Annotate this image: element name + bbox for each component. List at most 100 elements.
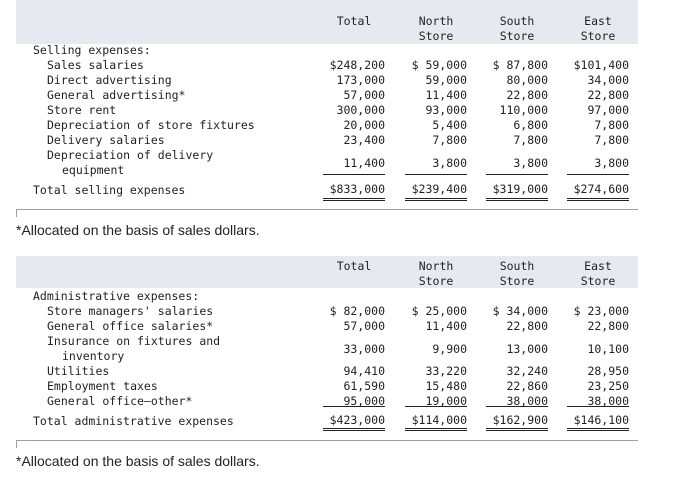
value-cell: $101,400	[573, 58, 629, 72]
total-double-underline	[323, 430, 385, 431]
total-double-underline	[567, 200, 629, 201]
value-cell: 57,000	[343, 319, 385, 333]
value-cell: 11,400	[425, 319, 467, 333]
total-value-cell: $274,600	[573, 182, 629, 196]
total-rule	[567, 174, 629, 175]
value-cell: 34,000	[587, 73, 629, 87]
col-header-line2: Store	[580, 29, 616, 43]
value-cell: 20,000	[343, 118, 385, 132]
section-label: Administrative expenses:	[33, 289, 200, 303]
value-cell: 15,480	[425, 379, 467, 393]
total-double-underline	[567, 198, 629, 199]
administrative-expenses-table: Total North Store South Store East Store…	[16, 256, 638, 448]
value-cell: 9,900	[432, 342, 467, 356]
value-cell: 19,000	[425, 394, 467, 408]
value-cell: 61,590	[343, 379, 385, 393]
total-label: Total administrative expenses	[33, 414, 234, 428]
total-rule	[486, 174, 548, 175]
value-cell: 23,400	[343, 133, 385, 147]
value-cell: 11,400	[425, 88, 467, 102]
row-label-cont: inventory	[62, 349, 125, 363]
value-cell: $ 87,800	[492, 58, 548, 72]
value-cell: 6,800	[513, 118, 548, 132]
value-cell: 33,220	[425, 364, 467, 378]
row-label-cont: equipment	[62, 163, 125, 177]
col-header-line1: East	[584, 14, 612, 28]
value-cell: 7,800	[513, 133, 548, 147]
col-header-east: East Store	[563, 259, 633, 289]
total-value-cell: $146,100	[573, 413, 629, 427]
value-cell: 3,800	[432, 156, 467, 170]
total-double-underline	[405, 430, 467, 431]
total-rule	[323, 406, 385, 407]
total-double-underline	[323, 198, 385, 199]
value-cell: 22,860	[506, 379, 548, 393]
row-label: Store rent	[47, 103, 117, 117]
value-cell: 7,800	[594, 133, 629, 147]
value-cell: 11,400	[343, 156, 385, 170]
value-cell: 95,000	[343, 394, 385, 408]
row-label: General office salaries*	[47, 319, 214, 333]
total-value-cell: $833,000	[329, 182, 385, 196]
value-cell: 33,000	[343, 342, 385, 356]
total-double-underline	[486, 198, 548, 199]
row-label: General office—other*	[47, 394, 193, 408]
value-cell: 59,000	[425, 73, 467, 87]
value-cell: $ 59,000	[411, 58, 467, 72]
value-cell: 173,000	[336, 73, 385, 87]
col-header-line1: South	[499, 259, 535, 273]
col-header-total: Total	[319, 14, 389, 29]
row-label: Utilities	[47, 364, 110, 378]
table-bottom-border	[16, 209, 638, 210]
row-label: Depreciation of delivery	[47, 148, 214, 162]
row-label: Depreciation of store fixtures	[47, 118, 255, 132]
col-header-north: North Store	[401, 14, 471, 44]
value-cell: 7,800	[432, 133, 467, 147]
value-cell: 93,000	[425, 103, 467, 117]
total-double-underline	[486, 428, 548, 429]
value-cell: 28,950	[587, 364, 629, 378]
col-header-line1: South	[499, 14, 535, 28]
value-cell: 23,250	[587, 379, 629, 393]
footnote: *Allocated on the basis of sales dollars…	[16, 453, 260, 469]
total-double-underline	[567, 430, 629, 431]
row-label: Employment taxes	[47, 379, 158, 393]
col-header-line2: Total	[336, 259, 372, 273]
col-header-line1: North	[418, 259, 454, 273]
value-cell: 22,800	[587, 88, 629, 102]
value-cell: 38,000	[587, 394, 629, 408]
value-cell: 22,800	[506, 319, 548, 333]
value-cell: 94,410	[343, 364, 385, 378]
value-cell: $ 82,000	[329, 304, 385, 318]
value-cell: 80,000	[506, 73, 548, 87]
total-value-cell: $162,900	[492, 413, 548, 427]
total-double-underline	[486, 200, 548, 201]
header-band	[16, 0, 638, 44]
col-header-line2: Total	[336, 14, 372, 28]
table-bottom-tick	[16, 209, 17, 217]
col-header-line2: Store	[580, 274, 616, 288]
row-label: Sales salaries	[47, 58, 144, 72]
value-cell: $ 34,000	[492, 304, 548, 318]
value-cell: 3,800	[513, 156, 548, 170]
value-cell: 38,000	[506, 394, 548, 408]
col-header-total: Total	[319, 259, 389, 274]
section-label: Selling expenses:	[33, 43, 151, 57]
row-label: Delivery salaries	[47, 133, 165, 147]
value-cell: $ 25,000	[411, 304, 467, 318]
total-value-cell: $114,000	[411, 413, 467, 427]
table-bottom-tick	[16, 440, 17, 448]
value-cell: 97,000	[587, 103, 629, 117]
total-double-underline	[323, 200, 385, 201]
total-double-underline	[405, 200, 467, 201]
col-header-east: East Store	[563, 14, 633, 44]
value-cell: 22,800	[506, 88, 548, 102]
row-label: Insurance on fixtures and	[47, 334, 221, 348]
total-double-underline	[567, 428, 629, 429]
col-header-north: North Store	[401, 259, 471, 289]
col-header-line2: Store	[499, 29, 535, 43]
total-label: Total selling expenses	[33, 183, 186, 197]
value-cell: 5,400	[432, 118, 467, 132]
total-rule	[323, 174, 385, 175]
total-rule	[567, 406, 629, 407]
